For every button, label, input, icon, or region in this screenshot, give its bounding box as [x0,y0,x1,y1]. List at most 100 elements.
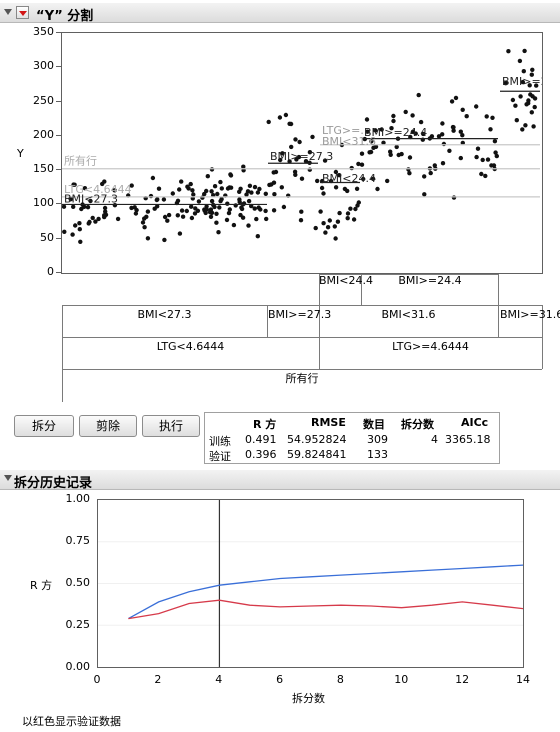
tree-border [62,337,542,338]
data-point [214,211,219,216]
data-point [506,49,511,54]
data-point [161,197,167,202]
stats-cell: 59.824841 [287,448,347,461]
data-point [451,195,457,200]
data-point [315,178,320,184]
tree-node-bmi-ge-31[interactable]: BMI>=31.6 [500,308,560,321]
data-point [464,114,469,119]
data-point [255,190,261,195]
data-point [318,209,323,214]
collapse-triangle-icon[interactable] [4,9,12,15]
data-point [102,213,107,218]
data-point [280,151,285,156]
data-point [257,186,262,192]
data-point [258,207,263,212]
data-point [440,161,446,166]
stats-header-rmse: RMSE [311,416,346,429]
data-point [530,67,535,72]
data-point [474,154,479,160]
data-point [244,192,249,197]
data-point [219,197,224,202]
split-overlay-label: 所有行 [64,154,97,168]
tree-node-ltg-high[interactable]: LTG>=4.6444 [392,340,469,353]
data-point [521,69,526,74]
data-point [355,203,360,208]
data-point [129,183,134,188]
data-point [263,191,268,196]
history-y-tick-label: 0.50 [65,576,91,589]
partition-header: “Y” 分割 [0,3,560,24]
tree-split-line [319,274,320,369]
data-point [252,184,258,190]
tree-split-line [361,274,362,305]
data-point [370,176,376,181]
data-point [488,127,493,132]
data-point [145,209,151,214]
training-rsq-line [128,564,523,620]
data-point [219,186,224,191]
data-point [407,155,413,160]
tree-node-bmi-lt-27[interactable]: BMI<27.3 [137,308,192,321]
split-overlay-label: BMI<24.4 [322,172,376,185]
data-point [388,152,393,157]
data-point [396,152,401,158]
data-point [345,211,351,216]
tree-node-ltg-low[interactable]: LTG<4.6444 [156,340,225,353]
data-point [175,213,180,218]
go-button[interactable]: 执行 [142,415,200,437]
data-point [323,230,328,235]
data-point [227,207,232,212]
history-x-tick-label: 0 [93,673,101,686]
data-point [77,221,82,226]
scatter-y-tick-label: 250 [33,93,54,107]
data-point [307,150,313,155]
data-point [115,216,121,222]
data-point [406,167,411,172]
history-x-tick-label: 10 [394,673,409,686]
data-point [254,216,259,222]
split-button[interactable]: 拆分 [14,415,74,437]
data-point [345,188,350,194]
collapse-triangle-icon[interactable] [4,475,12,481]
data-point [185,184,190,189]
data-point [237,199,242,205]
tree-node-all-rows[interactable]: 所有行 [285,372,319,385]
data-point [71,182,76,187]
data-point [297,139,302,145]
stats-row-label: 验证 [209,450,231,463]
data-point [226,210,232,216]
tree-node-bmi-lt-31[interactable]: BMI<31.6 [381,308,436,321]
data-point [510,97,516,103]
prune-button[interactable]: 剪除 [79,415,137,437]
data-point [204,207,209,212]
data-point [78,239,83,244]
split-overlay-label: LTG<4.6444 [64,183,132,196]
data-point [381,140,386,145]
scatter-y-tick [56,134,61,136]
history-plot[interactable] [97,499,524,668]
data-point [255,234,260,239]
scatter-y-tick [56,66,61,68]
history-x-tick-label: 2 [154,673,162,686]
data-point [460,140,465,146]
data-point [313,225,318,231]
history-y-tick-label: 0.25 [65,618,91,631]
partition-title: “Y” 分割 [36,9,94,24]
data-point [432,163,437,168]
tree-node-bmi-ge-27[interactable]: BMI>=27.3 [268,308,332,321]
data-point [70,232,75,237]
data-point [518,94,523,99]
data-point [227,185,232,190]
data-point [184,208,189,214]
tree-node-bmi-ge-24[interactable]: BMI>=24.4 [398,274,462,287]
data-point [531,124,536,129]
data-point [307,167,312,172]
tree-node-bmi-lt-24[interactable]: BMI<24.4 [319,274,373,287]
scatter-y-tick [56,100,61,102]
data-point [416,92,421,98]
scatter-y-tick-label: 150 [33,162,54,176]
data-point [385,178,390,184]
red-triangle-menu-icon[interactable] [16,6,29,19]
data-point [391,113,396,119]
